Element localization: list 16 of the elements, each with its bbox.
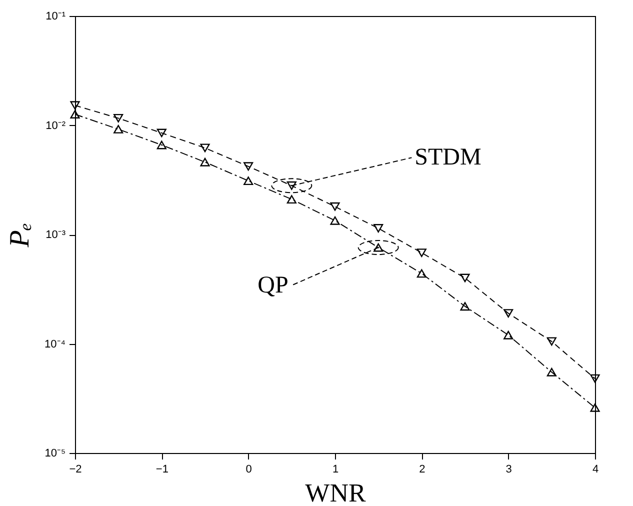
x-tick-label: 0 (246, 464, 252, 476)
y-tick-label: 10⁻⁴ (44, 338, 66, 350)
x-tick-label: 3 (506, 464, 512, 476)
x-tick-label: 4 (592, 464, 599, 476)
x-tick-label: 2 (419, 464, 426, 476)
y-tick-label: 10⁻¹ (46, 10, 66, 22)
x-axis-title: WNR (305, 478, 366, 506)
y-tick-label: 10⁻⁵ (44, 448, 66, 460)
x-tick-label: 1 (332, 464, 339, 476)
y-axis-title: Pₑ (4, 222, 36, 248)
annotation: STDM (414, 144, 482, 171)
annotation: QP (258, 272, 288, 299)
y-tick-label: 10⁻² (46, 120, 66, 132)
y-tick-label: 10⁻³ (46, 229, 66, 241)
x-tick-label: −1 (156, 464, 168, 476)
x-tick-label: −2 (69, 464, 82, 476)
